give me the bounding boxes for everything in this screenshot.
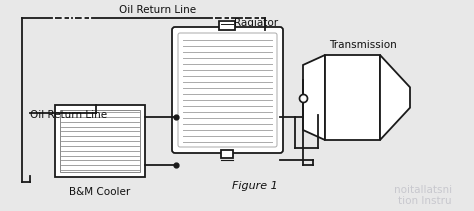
Text: Transmission: Transmission <box>328 40 396 50</box>
Text: Radiator: Radiator <box>234 18 278 28</box>
Text: Oil Return Line: Oil Return Line <box>30 110 107 120</box>
Polygon shape <box>380 55 410 140</box>
Bar <box>60 110 140 172</box>
Text: Oil Return Line: Oil Return Line <box>119 5 197 15</box>
Bar <box>325 55 380 140</box>
Text: B&M Cooler: B&M Cooler <box>69 187 131 197</box>
Bar <box>221 150 234 158</box>
FancyBboxPatch shape <box>172 27 283 153</box>
Bar <box>55 105 145 177</box>
Text: Figure 1: Figure 1 <box>232 181 278 191</box>
Polygon shape <box>303 55 325 140</box>
Text: tion Instru: tion Instru <box>398 196 452 206</box>
Bar <box>219 21 236 30</box>
Text: noitallatsni: noitallatsni <box>394 185 452 195</box>
